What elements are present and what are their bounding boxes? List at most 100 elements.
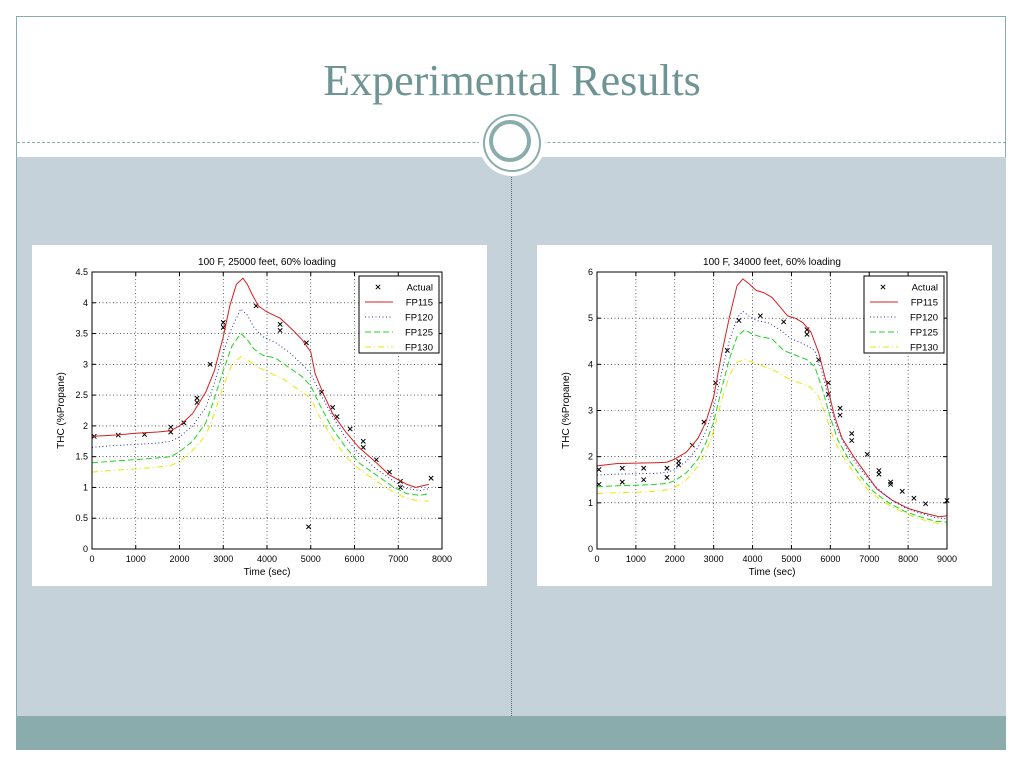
series-fp125-line: [596, 329, 948, 523]
series-actual-point: [876, 467, 882, 474]
x-tick-label: 4000: [257, 554, 277, 564]
chart-svg-25000-feet: 0 1000 2000 3000 4000 5000 6000 7000 8000 0 0.5 1 1.…: [56, 257, 452, 578]
series-actual-point: [923, 501, 929, 507]
series-actual-point: [619, 465, 625, 471]
series-actual-point: [664, 465, 670, 471]
x-tick-label: 5000: [781, 554, 801, 564]
series-fp130-line: [596, 359, 948, 526]
y-tick-label: 4.5: [75, 267, 88, 277]
chart-svg-34000-feet: 0 1000 2000 3000 4000 5000 6000 7000 8000 9000 0 1 2…: [561, 257, 957, 578]
x-tick-label: 8000: [898, 554, 918, 564]
series-actual-point: [397, 484, 403, 490]
y-tick-label: 3.5: [75, 329, 88, 339]
y-tick-label: 3: [588, 406, 593, 416]
y-tick-label: 4: [588, 359, 593, 369]
y-axis-label: THC (%Propane): [561, 372, 572, 449]
series-actual-point: [168, 424, 174, 430]
legend: Actual FP115 FP120 FP125 FP130: [358, 275, 440, 354]
legend: Actual FP115 FP120 FP125 FP130: [863, 275, 945, 354]
series-fp125-line: [91, 332, 430, 496]
legend-marker-actual: [880, 284, 886, 290]
legend-label-fp130: FP130: [405, 343, 433, 354]
series-actual-point: [781, 319, 787, 325]
page-title: Experimental Results: [323, 56, 701, 105]
series-actual-point: [330, 404, 336, 410]
legend-label-fp115: FP115: [911, 298, 938, 309]
x-tick-label: 1000: [626, 554, 646, 564]
series-actual-point: [306, 524, 312, 530]
x-tick-label: 0: [594, 554, 599, 564]
series-actual-point: [277, 327, 283, 334]
series-fp130-line: [91, 356, 429, 502]
series-actual-point: [641, 477, 647, 483]
y-tick-label: 4: [83, 298, 88, 308]
legend-label-fp120: FP120: [910, 313, 938, 324]
axes-box: [596, 271, 948, 550]
series-fp120-line: [91, 308, 430, 492]
legend-box: [863, 275, 945, 354]
y-tick-label: 0: [588, 544, 593, 554]
chart-25000-feet: 0 1000 2000 3000 4000 5000 6000 7000 8000 0 0.5 1 1.…: [32, 245, 487, 586]
series-actual-point: [864, 451, 870, 457]
legend-label-fp130: FP130: [910, 343, 938, 354]
series-actual-point: [428, 475, 434, 481]
series-actual-point: [757, 313, 763, 319]
legend-label-actual: Actual: [407, 283, 433, 294]
series-actual-point: [804, 331, 810, 337]
column-divider: [511, 175, 512, 716]
chart-title: 100 F, 25000 feet, 60% loading: [198, 257, 336, 268]
y-tick-label: 2: [83, 421, 88, 431]
y-tick-label: 6: [588, 267, 593, 277]
x-tick-label: 3000: [704, 554, 724, 564]
series-actual-point: [664, 474, 670, 480]
series-actual-point: [713, 380, 719, 386]
x-tick-label: 5000: [301, 554, 321, 564]
series-actual-point: [724, 347, 730, 354]
ring-ornament-inner-ring: [489, 120, 531, 162]
axes-box: [91, 271, 443, 550]
x-axis-label: Time (sec): [244, 567, 291, 578]
series-actual-point: [876, 471, 882, 477]
x-tick-label: 6000: [344, 554, 364, 564]
legend-label-fp120: FP120: [405, 313, 433, 324]
x-axis-label: Time (sec): [749, 567, 796, 578]
series-fp115-line: [596, 278, 948, 518]
legend-label-actual: Actual: [912, 283, 938, 294]
series-actual-point: [277, 321, 283, 327]
y-tick-label: 0.5: [75, 513, 88, 523]
y-tick-label: 1.5: [75, 452, 88, 462]
x-tick-label: 2000: [169, 554, 189, 564]
x-tick-label: 4000: [743, 554, 763, 564]
y-tick-label: 5: [588, 313, 593, 323]
y-tick-label: 1: [83, 482, 88, 492]
x-tick-label: 1000: [126, 554, 146, 564]
legend-label-fp125: FP125: [405, 328, 433, 339]
x-tick-label: 0: [89, 554, 94, 564]
y-axis-label: THC (%Propane): [56, 372, 67, 449]
x-tick-label: 2000: [665, 554, 685, 564]
chart-34000-feet: 0 1000 2000 3000 4000 5000 6000 7000 8000 9000 0 1 2…: [537, 245, 992, 586]
series-fp115-line: [91, 277, 430, 488]
x-tick-label: 7000: [388, 554, 408, 564]
x-tick-label: 6000: [820, 554, 840, 564]
series-actual-point: [641, 465, 647, 471]
series-actual-point: [911, 495, 917, 501]
legend-marker-actual: [375, 284, 381, 290]
series-actual-point: [849, 431, 855, 437]
series-actual-point: [619, 479, 625, 485]
series-actual-point: [888, 481, 894, 487]
x-tick-label: 7000: [859, 554, 879, 564]
series-actual-point: [360, 438, 366, 444]
series-actual-point: [899, 488, 905, 494]
legend-box: [358, 275, 440, 354]
y-tick-label: 1: [588, 498, 593, 508]
series-actual-point: [360, 444, 366, 450]
y-tick-label: 3: [83, 359, 88, 369]
series-actual-point: [181, 420, 187, 426]
series-actual-point: [804, 327, 810, 333]
y-tick-label: 2.5: [75, 390, 88, 400]
series-actual-point: [194, 395, 200, 401]
series-actual-point: [676, 458, 682, 464]
y-tick-label: 0: [83, 544, 88, 554]
series-actual-point: [207, 361, 213, 367]
